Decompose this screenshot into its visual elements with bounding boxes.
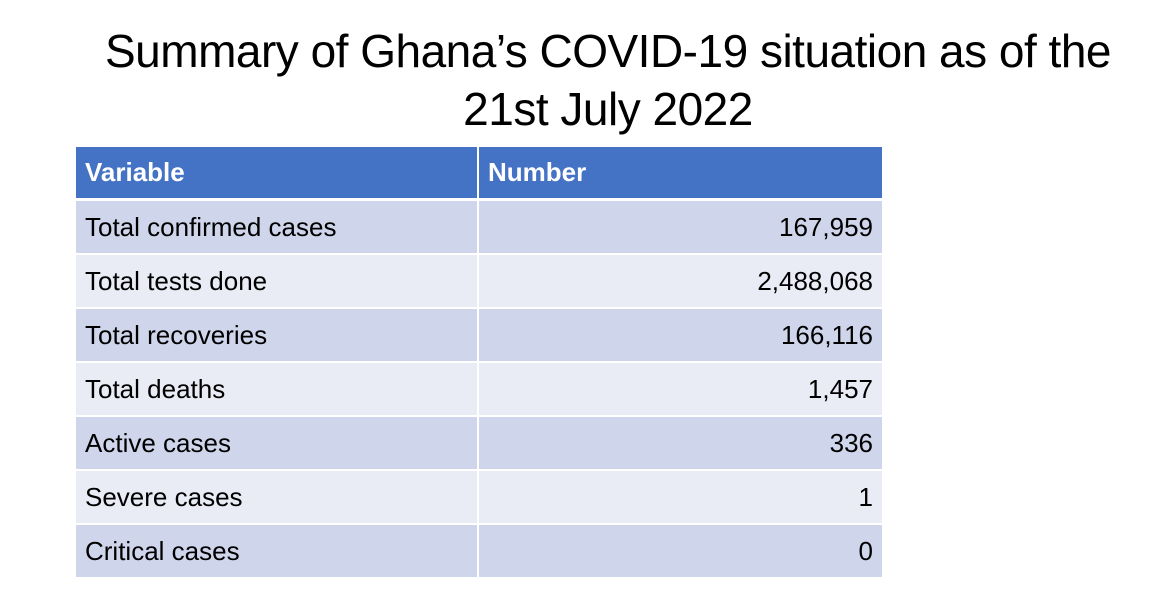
- variable-cell: Critical cases: [76, 524, 479, 579]
- column-header-number: Number: [478, 147, 882, 201]
- number-cell: 166,116: [478, 308, 882, 363]
- variable-cell: Total confirmed cases: [76, 199, 479, 255]
- number-cell: 2,488,068: [478, 254, 882, 309]
- slide-title-line-2: 21st July 2022: [463, 83, 753, 135]
- variable-cell: Total tests done: [76, 254, 479, 309]
- number-cell: 167,959: [478, 199, 882, 255]
- table-row: Total confirmed cases 167,959: [76, 199, 882, 255]
- number-cell: 1,457: [478, 362, 882, 417]
- table-header-row: Variable Number: [76, 147, 882, 201]
- table-row: Severe cases 1: [76, 470, 882, 525]
- table-row: Active cases 336: [76, 416, 882, 471]
- slide-title: Summary of Ghana’s COVID-19 situation as…: [40, 22, 1171, 138]
- slide-title-line-1: Summary of Ghana’s COVID-19 situation as…: [104, 25, 1112, 77]
- variable-cell: Active cases: [76, 416, 479, 471]
- covid-summary-table: Variable Number Total confirmed cases 16…: [76, 147, 882, 579]
- variable-cell: Total deaths: [76, 362, 479, 417]
- table-row: Total deaths 1,457: [76, 362, 882, 417]
- number-cell: 1: [478, 470, 882, 525]
- variable-cell: Severe cases: [76, 470, 479, 525]
- table-row: Total tests done 2,488,068: [76, 254, 882, 309]
- variable-cell: Total recoveries: [76, 308, 479, 363]
- table-row: Total recoveries 166,116: [76, 308, 882, 363]
- column-header-variable: Variable: [76, 147, 479, 201]
- number-cell: 336: [478, 416, 882, 471]
- table-row: Critical cases 0: [76, 524, 882, 579]
- number-cell: 0: [478, 524, 882, 579]
